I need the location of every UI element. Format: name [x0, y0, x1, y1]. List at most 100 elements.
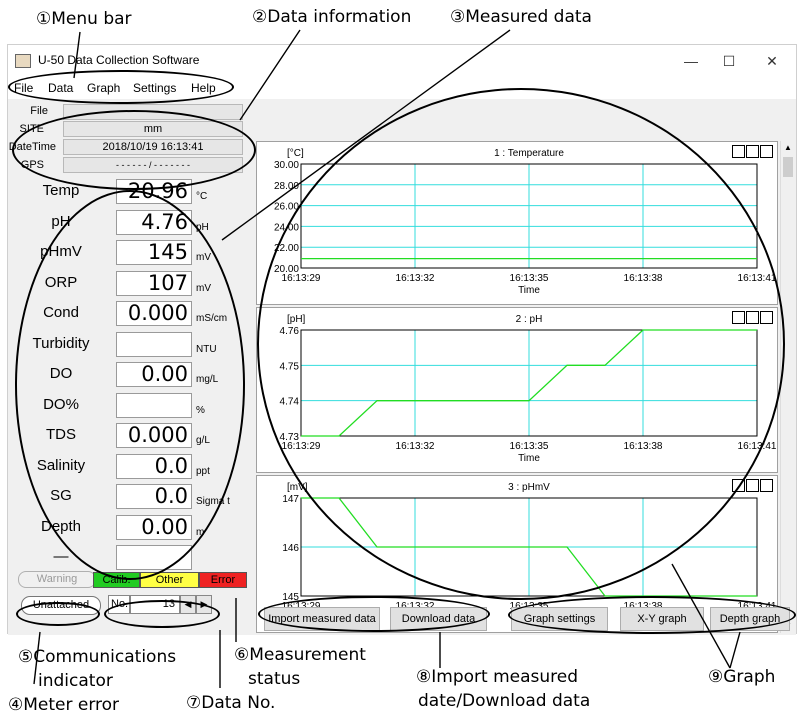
- datetime-label: DateTime: [8, 141, 56, 153]
- y-tick-label: 24.00: [274, 222, 299, 233]
- maximize-button[interactable]: ☐: [722, 53, 736, 69]
- measurement-label: Cond: [43, 304, 79, 321]
- measurement-label: —: [53, 548, 69, 565]
- close-button[interactable]: ✕: [766, 53, 778, 69]
- single-layout-icon[interactable]: [732, 145, 745, 158]
- measurement-label: ORP: [44, 273, 78, 291]
- x-tick-label: 16:13:29: [282, 601, 321, 612]
- split3-layout-icon[interactable]: [760, 145, 773, 158]
- gps-label: GPS: [20, 159, 44, 171]
- file-field: [63, 104, 243, 120]
- next-data-button[interactable]: ▶: [196, 595, 212, 614]
- download-data-button[interactable]: Download data: [390, 607, 487, 631]
- other-status: Other: [140, 572, 199, 588]
- y-tick-label: 4.73: [280, 432, 300, 443]
- x-tick-label: 16:13:41: [738, 273, 777, 284]
- measurement-label: DO: [49, 365, 73, 382]
- datetime-field: 2018/10/19 16:13:41: [63, 139, 243, 155]
- prev-data-button[interactable]: ◀: [180, 595, 196, 614]
- y-tick-label: 20.00: [274, 264, 299, 275]
- x-tick-label: 16:13:29: [282, 441, 321, 452]
- y-tick-label: 30.00: [274, 160, 299, 171]
- measurement-value: 0.0: [116, 484, 192, 509]
- single-layout-icon[interactable]: [732, 311, 745, 324]
- xy-graph-button[interactable]: X-Y graph: [620, 607, 704, 631]
- measurement-value: 107: [116, 270, 192, 296]
- y-tick-label: 4.76: [280, 326, 300, 337]
- arrow-menu-bar: [73, 31, 81, 79]
- x-axis-label: Time: [518, 285, 540, 296]
- graph-settings-button[interactable]: Graph settings: [511, 607, 608, 631]
- x-tick-label: 16:13:32: [396, 601, 435, 612]
- x-tick-label: 16:13:35: [510, 273, 549, 284]
- callout-import-download-1: ⑧Import measured: [416, 667, 578, 687]
- measurement-unit: ppt: [196, 465, 210, 477]
- temperature-chart: [°C] 1 : Temperature 30.00 28.00 26.00 24.00 2…: [274, 148, 777, 296]
- y-unit-label: [mV]: [287, 482, 308, 493]
- site-label: SITE: [19, 123, 44, 135]
- measurement-value: 0.000: [116, 423, 192, 448]
- measurement-label: SG: [50, 487, 72, 504]
- error-status: Error: [199, 572, 247, 588]
- depth-graph-button[interactable]: Depth graph: [710, 607, 790, 631]
- menu-data[interactable]: Data: [48, 81, 74, 95]
- measurement-value: 145: [116, 240, 192, 265]
- measurement-unit: NTU: [196, 343, 217, 355]
- x-tick-label: 16:13:38: [624, 601, 663, 612]
- callout-measurement-status-2: status: [248, 669, 301, 689]
- y-tick-label: 147: [282, 494, 299, 505]
- measurement-label: pHmV: [40, 243, 82, 260]
- measurement-label: Depth: [40, 517, 82, 535]
- split2-layout-icon[interactable]: [746, 311, 759, 324]
- split2-layout-icon[interactable]: [746, 145, 759, 158]
- measurement-unit: g/L: [196, 435, 210, 446]
- callout-import-download-2: date/Download data: [418, 691, 591, 711]
- split3-layout-icon[interactable]: [760, 311, 773, 324]
- x-tick-label: 16:13:41: [738, 441, 777, 452]
- callout-comm-indicator-1: ⑤Communications: [18, 647, 177, 667]
- measurement-label: pH: [51, 212, 71, 230]
- split2-layout-icon[interactable]: [746, 479, 759, 492]
- y-tick-label: 146: [282, 543, 299, 554]
- measurement-unit: mg/L: [196, 374, 219, 385]
- import-measured-data-button[interactable]: Import measured data: [264, 607, 380, 631]
- measurement-value: 0.000: [116, 301, 192, 326]
- measurement-value: 0.0: [116, 453, 192, 479]
- menu-settings[interactable]: Settings: [133, 81, 177, 95]
- arrow-graph-1: [671, 563, 731, 669]
- measurement-value: 0.00: [116, 514, 192, 540]
- arrow-measured-data: [221, 29, 511, 241]
- graph-panel-temperature: [°C] 1 : Temperature 30.00 28.00 26.00 24.00 2…: [256, 141, 778, 305]
- measurement-value: [116, 392, 192, 418]
- measurement-unit: %: [196, 404, 205, 416]
- chart-title: 2 : pH: [516, 314, 543, 325]
- x-tick-label: 16:13:38: [624, 273, 663, 284]
- callout-graph: ⑨Graph: [708, 667, 776, 687]
- arrow-graph-2: [729, 631, 741, 669]
- measurement-value: 4.76: [116, 209, 192, 235]
- callout-comm-indicator-2: indicator: [38, 671, 113, 691]
- graph-layout-buttons: [731, 145, 773, 163]
- scroll-thumb[interactable]: [783, 157, 793, 177]
- arrow-meter-error: [33, 631, 41, 685]
- callout-data-information: ②Data information: [252, 7, 412, 27]
- client-area: File SITE mm DateTime 2018/10/19 16:13:4…: [8, 99, 796, 635]
- single-layout-icon[interactable]: [732, 479, 745, 492]
- menu-file[interactable]: File: [14, 81, 34, 95]
- x-axis-label: Time: [518, 453, 540, 464]
- callout-menu-bar: ①Menu bar: [36, 9, 132, 29]
- measurement-unit: mS/cm: [196, 313, 228, 324]
- menu-help[interactable]: Help: [191, 81, 216, 95]
- site-field: mm: [63, 121, 243, 137]
- menu-graph[interactable]: Graph: [87, 81, 121, 95]
- measurement-unit: °C: [196, 191, 208, 202]
- minimize-button[interactable]: —: [684, 53, 698, 69]
- scroll-up-icon[interactable]: ▲: [784, 143, 792, 152]
- callout-data-no: ⑦Data No.: [186, 693, 276, 713]
- y-tick-label: 22.00: [274, 243, 299, 254]
- split3-layout-icon[interactable]: [760, 479, 773, 492]
- callout-meter-error: ④Meter error: [8, 695, 120, 715]
- calib-status: Calib.: [93, 572, 140, 588]
- y-tick-label: 4.74: [280, 397, 300, 408]
